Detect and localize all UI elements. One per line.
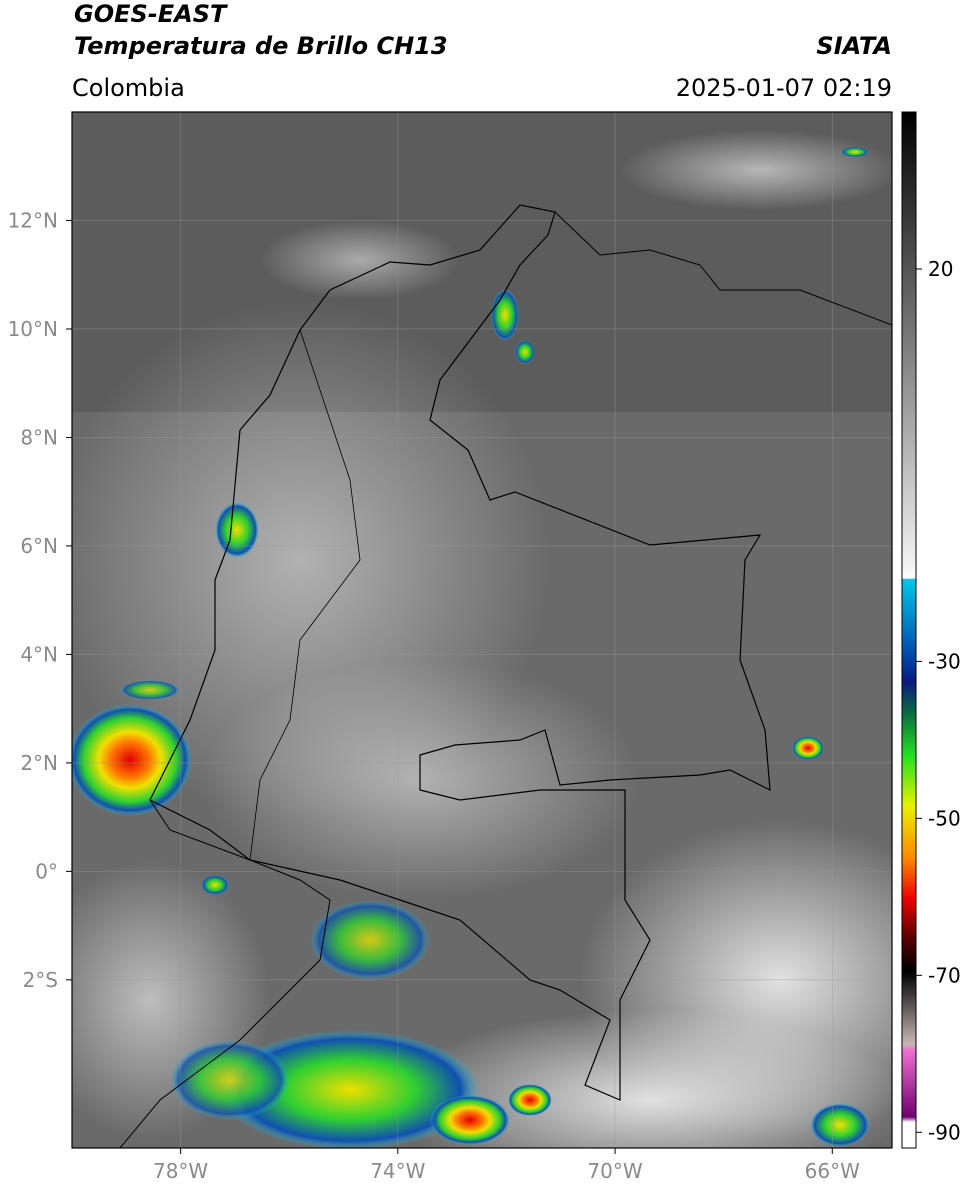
- colorbar: [901, 111, 917, 1149]
- venezuela-coast: [554, 211, 892, 326]
- x-tick-label: 78°W: [153, 1159, 208, 1183]
- colorbar-tick-label: -30: [928, 649, 961, 673]
- source: SIATA: [816, 32, 892, 60]
- x-tick-label: 70°W: [587, 1159, 642, 1183]
- y-tick-label: 10°N: [8, 317, 58, 341]
- y-tick-label: 4°N: [20, 642, 58, 666]
- timestamp: 2025-01-07 02:19: [676, 74, 892, 102]
- y-tick-label: 8°N: [20, 425, 58, 449]
- region: Colombia: [72, 74, 185, 102]
- graticule: [72, 112, 892, 1148]
- y-tick-label: 0°: [35, 859, 58, 883]
- y-tick-label: 2°S: [23, 968, 58, 992]
- y-tick-label: 6°N: [20, 534, 58, 558]
- colorbar-tick-label: 20: [928, 257, 953, 281]
- y-tick-label: 12°N: [8, 208, 58, 232]
- map-frame: [71, 111, 893, 1149]
- department-borders: [249, 329, 361, 861]
- colombia-border: [149, 204, 771, 1101]
- colorbar-tick-label: -70: [928, 963, 961, 987]
- satellite-image: [72, 112, 892, 1148]
- x-tick-label: 74°W: [370, 1159, 425, 1183]
- y-tick-label: 2°N: [20, 751, 58, 775]
- title: GOES-EAST: [74, 0, 228, 28]
- colorbar-tick-label: -50: [928, 806, 961, 830]
- subtitle: Temperatura de Brillo CH13: [74, 32, 448, 60]
- colorbar-tick-label: -90: [928, 1120, 961, 1144]
- x-tick-label: 66°W: [805, 1159, 860, 1183]
- ecuador-peru-border: [119, 799, 331, 1148]
